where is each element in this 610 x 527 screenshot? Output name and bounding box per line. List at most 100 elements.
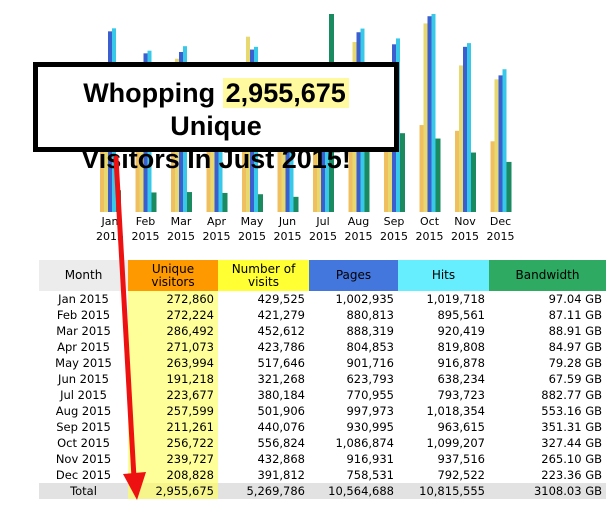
cell-unique: 2,955,675 bbox=[128, 483, 218, 499]
cell-pages: 888,319 bbox=[346, 324, 394, 338]
header-month: Month bbox=[39, 260, 128, 291]
cell-pages: 758,531 bbox=[346, 468, 394, 482]
cell-month: Oct 2015 bbox=[57, 436, 110, 450]
cell-pages: 930,995 bbox=[346, 420, 394, 434]
bar-apr-2015-series-4 bbox=[222, 192, 228, 212]
bar-oct-2015-series-0 bbox=[419, 125, 424, 212]
cell-pages: 10,564,688 bbox=[309, 483, 398, 499]
cell-pages: 1,086,874 bbox=[335, 436, 394, 450]
bar-jun-2015-series-4 bbox=[293, 196, 299, 212]
bar-sep-2015-series-0 bbox=[384, 140, 388, 212]
bar-oct-2015-series-1 bbox=[423, 23, 428, 212]
cell-visits: 501,906 bbox=[257, 404, 305, 418]
x-tick-label: Apr 2015 bbox=[202, 215, 231, 243]
x-tick-label: Sep 2015 bbox=[380, 215, 408, 243]
cell-hits: 1,099,207 bbox=[426, 436, 485, 450]
cell-visits: 556,824 bbox=[257, 436, 305, 450]
cell-pages: 901,716 bbox=[346, 356, 394, 370]
header-hits: Hits bbox=[398, 260, 489, 291]
cell-month: Jan 2015 bbox=[58, 292, 109, 306]
cell-unique: 272,224 bbox=[128, 307, 218, 323]
cell-bandwidth: 3108.03 GB bbox=[489, 483, 606, 499]
bar-jun-2015-series-2 bbox=[285, 99, 290, 212]
bar-nov-2015-series-2 bbox=[463, 46, 467, 213]
cell-pages: 1,002,935 bbox=[335, 292, 394, 306]
header-unique-visitors: Unique visitors bbox=[128, 260, 218, 291]
bar-jul-2015-series-0 bbox=[313, 136, 317, 212]
cell-visits: 5,269,786 bbox=[218, 483, 309, 499]
cell-month: Aug 2015 bbox=[55, 404, 112, 418]
x-tick-label: Nov 2015 bbox=[451, 215, 479, 243]
cell-unique: 211,261 bbox=[128, 419, 218, 435]
cell-bandwidth: 88.91 GB bbox=[548, 324, 602, 338]
callout-line-1: Whopping 2,955,675 Unique bbox=[38, 77, 394, 143]
monthly-stats-table: Month Unique visitors Number of visits Pag… bbox=[39, 260, 606, 499]
bar-oct-2015-series-3 bbox=[431, 14, 436, 212]
cell-hits: 10,815,555 bbox=[398, 483, 489, 499]
cell-month: Apr 2015 bbox=[57, 340, 110, 354]
bar-jun-2015-series-0 bbox=[277, 147, 282, 212]
cell-pages: 623,793 bbox=[346, 372, 394, 386]
cell-unique: 239,727 bbox=[128, 451, 218, 467]
table-row: Oct 2015 256,722 556,824 1,086,874 1,099,207… bbox=[39, 435, 606, 451]
bar-feb-2015-series-4 bbox=[151, 192, 157, 212]
bar-aug-2015-series-0 bbox=[348, 124, 353, 212]
cell-pages: 804,853 bbox=[346, 340, 394, 354]
cell-unique: 286,492 bbox=[128, 323, 218, 339]
cell-bandwidth: 882.77 GB bbox=[541, 388, 602, 402]
bar-may-2015-series-0 bbox=[242, 122, 246, 212]
header-number-of-visits: Number of visits bbox=[218, 260, 309, 291]
cell-visits: 391,812 bbox=[257, 468, 305, 482]
cell-hits: 638,234 bbox=[437, 372, 485, 386]
callout-line-2: Visitors In Just 2015! bbox=[81, 144, 351, 174]
table-row: Jan 2015 272,860 429,525 1,002,935 1,019,718… bbox=[39, 291, 606, 307]
bar-dec-2015-series-2 bbox=[498, 75, 503, 212]
x-tick-label: Feb 2015 bbox=[131, 215, 160, 243]
table-row: Feb 2015 272,224 421,279 880,813 895,561 87.1… bbox=[39, 307, 606, 323]
bar-jun-2015-series-1 bbox=[281, 103, 286, 212]
bar-oct-2015-series-4 bbox=[435, 138, 441, 212]
bar-feb-2015-series-0 bbox=[135, 119, 140, 212]
cell-unique: 223,677 bbox=[128, 387, 218, 403]
cell-visits: 432,868 bbox=[257, 452, 305, 466]
cell-visits: 452,612 bbox=[257, 324, 305, 338]
bar-jan-2015-series-4 bbox=[116, 190, 121, 212]
cell-visits: 321,268 bbox=[257, 372, 305, 386]
bar-dec-2015-series-4 bbox=[506, 161, 512, 212]
bar-nov-2015-series-3 bbox=[467, 43, 471, 212]
cell-unique: 256,722 bbox=[128, 435, 218, 451]
cell-hits: 920,419 bbox=[437, 324, 485, 338]
cell-hits: 895,561 bbox=[437, 308, 485, 322]
bar-oct-2015-series-2 bbox=[427, 16, 432, 212]
cell-bandwidth: 84.97 GB bbox=[548, 340, 602, 354]
cell-month: Mar 2015 bbox=[56, 324, 111, 338]
x-tick-label: Jun 2015 bbox=[273, 215, 302, 243]
cell-hits: 963,615 bbox=[437, 420, 485, 434]
bar-mar-2015-series-0 bbox=[171, 114, 175, 212]
cell-bandwidth: 79.28 GB bbox=[548, 356, 602, 370]
table-row: Jul 2015 223,677 380,184 770,955 793,723 882.… bbox=[39, 387, 606, 403]
cell-month: May 2015 bbox=[55, 356, 112, 370]
cell-month: Nov 2015 bbox=[55, 452, 112, 466]
bar-dec-2015-series-3 bbox=[502, 69, 507, 212]
cell-bandwidth: 87.11 GB bbox=[548, 308, 602, 322]
x-tick-label: Dec 2015 bbox=[486, 215, 515, 243]
cell-hits: 792,522 bbox=[437, 468, 485, 482]
cell-hits: 1,018,354 bbox=[426, 404, 485, 418]
table-row: Jun 2015 191,218 321,268 623,793 638,234 67.5… bbox=[39, 371, 606, 387]
cell-unique: 208,828 bbox=[128, 467, 218, 483]
cell-pages: 916,931 bbox=[346, 452, 394, 466]
cell-bandwidth: 351.31 GB bbox=[541, 420, 602, 434]
header-bandwidth: Bandwidth bbox=[489, 260, 606, 291]
cell-hits: 1,019,718 bbox=[426, 292, 485, 306]
table-row: Aug 2015 257,599 501,906 997,973 1,018,354 55… bbox=[39, 403, 606, 419]
cell-unique: 263,994 bbox=[128, 355, 218, 371]
bar-jun-2015-series-3 bbox=[289, 97, 294, 212]
cell-bandwidth: 265.10 GB bbox=[541, 452, 602, 466]
cell-visits: 421,279 bbox=[257, 308, 305, 322]
table-row: Apr 2015 271,073 423,786 804,853 819,808 84.9… bbox=[39, 339, 606, 355]
cell-month: Feb 2015 bbox=[56, 308, 111, 322]
cell-month: Jul 2015 bbox=[60, 388, 107, 402]
cell-bandwidth: 327.44 GB bbox=[541, 436, 602, 450]
cell-visits: 440,076 bbox=[257, 420, 305, 434]
